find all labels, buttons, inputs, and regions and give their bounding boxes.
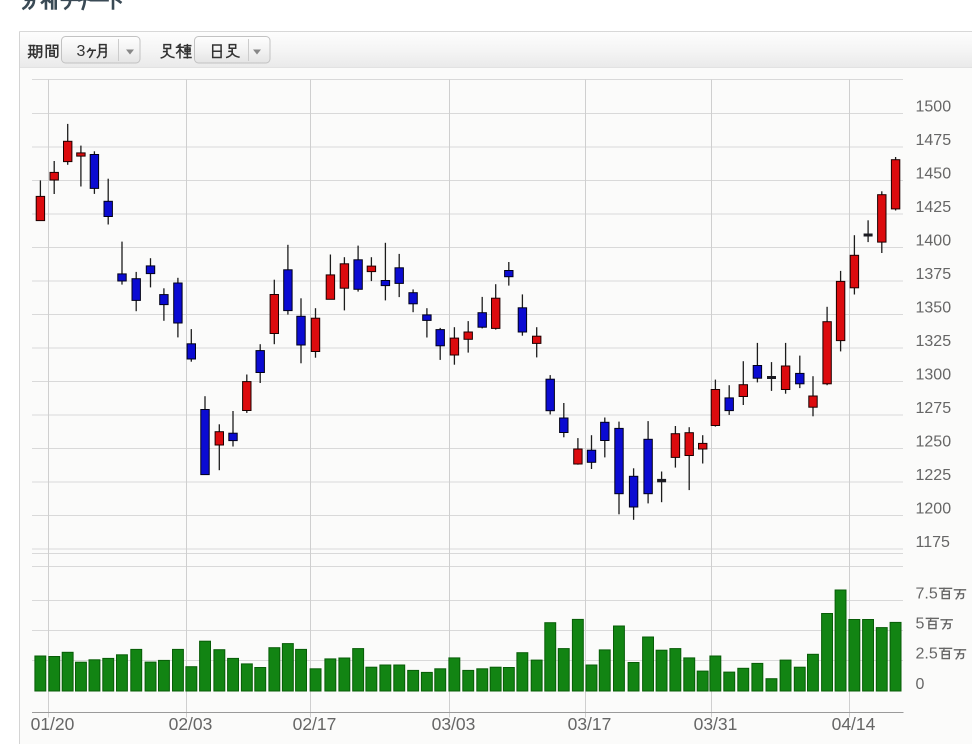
- svg-text:0: 0: [916, 676, 925, 693]
- svg-text:1350: 1350: [916, 299, 952, 316]
- svg-text:04/14: 04/14: [832, 714, 876, 734]
- svg-text:3: 3: [77, 43, 86, 60]
- svg-text:5: 5: [916, 615, 925, 632]
- svg-text:1300: 1300: [916, 366, 952, 383]
- svg-text:1275: 1275: [916, 400, 952, 417]
- svg-text:03/31: 03/31: [694, 714, 738, 734]
- svg-text:1500: 1500: [916, 98, 952, 115]
- svg-text:03/03: 03/03: [432, 714, 476, 734]
- svg-text:1200: 1200: [916, 500, 952, 517]
- svg-text:1325: 1325: [916, 333, 952, 350]
- svg-text:2.5: 2.5: [916, 645, 938, 662]
- svg-text:1250: 1250: [916, 433, 952, 450]
- svg-text:1375: 1375: [916, 266, 952, 283]
- svg-text:01/20: 01/20: [31, 714, 75, 734]
- svg-text:1475: 1475: [916, 132, 952, 149]
- svg-text:02/03: 02/03: [169, 714, 213, 734]
- svg-text:1425: 1425: [916, 199, 952, 216]
- svg-text:1400: 1400: [916, 232, 952, 249]
- svg-text:1175: 1175: [916, 534, 951, 551]
- svg-text:7.5: 7.5: [916, 585, 938, 602]
- svg-text:03/17: 03/17: [568, 714, 612, 734]
- svg-text:02/17: 02/17: [293, 714, 337, 734]
- svg-text:1450: 1450: [916, 165, 952, 182]
- svg-text:1225: 1225: [916, 467, 952, 484]
